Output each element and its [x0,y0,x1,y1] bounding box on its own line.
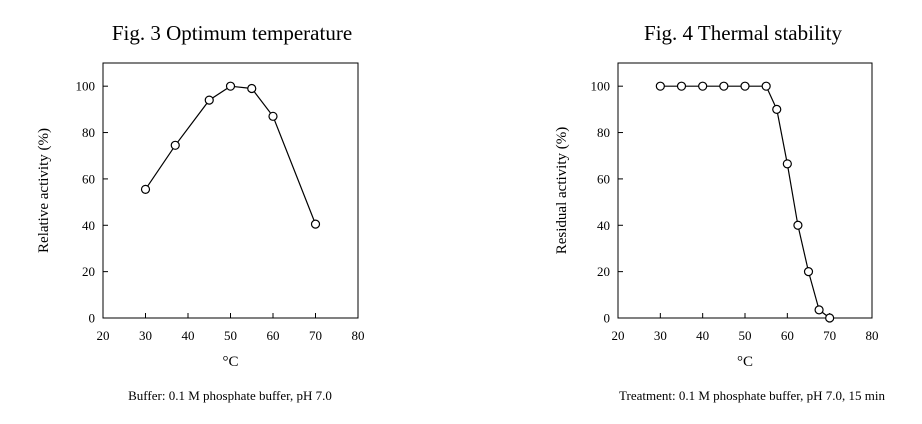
fig4-x-tick-label: 70 [823,328,836,343]
fig3-caption: Buffer: 0.1 M phosphate buffer, pH 7.0 [128,388,332,403]
fig4-series-line [660,85,831,319]
fig4-y-tick-label: 100 [591,79,611,94]
fig4-data-point [793,220,803,230]
fig3-y-tick-label: 80 [82,125,95,140]
fig4-x-axis-label: °C [737,354,753,370]
fig4-caption: Treatment: 0.1 M phosphate buffer, pH 7.… [619,388,885,403]
fig4-y-tick-label: 60 [597,171,610,186]
fig4-x-tick-label: 20 [612,328,625,343]
fig3-x-tick-label: 20 [97,328,110,343]
fig3-data-point [204,95,214,105]
fig3-data-point [140,184,151,194]
fig3-y-tick-label: 100 [76,79,96,94]
fig4-x-tick-label: 50 [739,328,752,343]
fig4-plot-frame [617,62,873,319]
fig3-y-tick-label: 20 [82,264,95,279]
fig4-y-tick-label: 20 [597,264,610,279]
fig3-x-tick-label: 50 [224,328,237,343]
fig3-x-axis-label: °C [222,354,238,370]
fig3-y-tick-label: 0 [89,311,96,326]
fig4-data-point [719,81,729,91]
fig4-y-tick-label: 80 [597,125,610,140]
fig4-x-tick-label: 30 [654,328,667,343]
fig4-x-tick-label: 80 [866,328,879,343]
fig4-x-tick-label: 40 [696,328,709,343]
fig4-data-point [782,159,792,169]
fig4-data-point [814,305,824,315]
fig4-x-tick-label: 60 [781,328,794,343]
fig4-y-tick-label: 0 [604,311,611,326]
fig4-title: Fig. 4 Thermal stability [644,21,842,45]
fig4-data-point [772,104,782,114]
fig3-x-tick-label: 80 [352,328,365,343]
fig3-data-point [268,111,278,121]
fig3-data-point [225,81,236,91]
fig3-y-tick-label: 60 [82,171,95,186]
fig3-data-point [310,219,321,229]
fig3-x-tick-label: 30 [139,328,152,343]
fig4-data-point [825,313,835,323]
fig4-y-tick-label: 40 [597,218,610,233]
fig4-y-axis-label: Residual activity (%) [554,127,570,254]
fig4-data-point [676,81,687,91]
fig3-x-tick-label: 40 [182,328,195,343]
fig3-title: Fig. 3 Optimum temperature [112,21,352,45]
fig4-data-point [803,267,814,277]
fig3-data-point [170,140,180,150]
fig3-x-tick-label: 70 [309,328,322,343]
fig4-data-point [761,81,771,91]
fig3-y-tick-label: 40 [82,218,95,233]
fig4-data-point [740,81,750,91]
fig3-y-axis-label: Relative activity (%) [36,128,52,253]
fig3-x-tick-label: 60 [267,328,280,343]
fig4-data-point [655,81,665,91]
fig3-data-point [247,83,257,94]
fig3-series-line [145,85,317,225]
fig4-data-point [698,81,708,91]
